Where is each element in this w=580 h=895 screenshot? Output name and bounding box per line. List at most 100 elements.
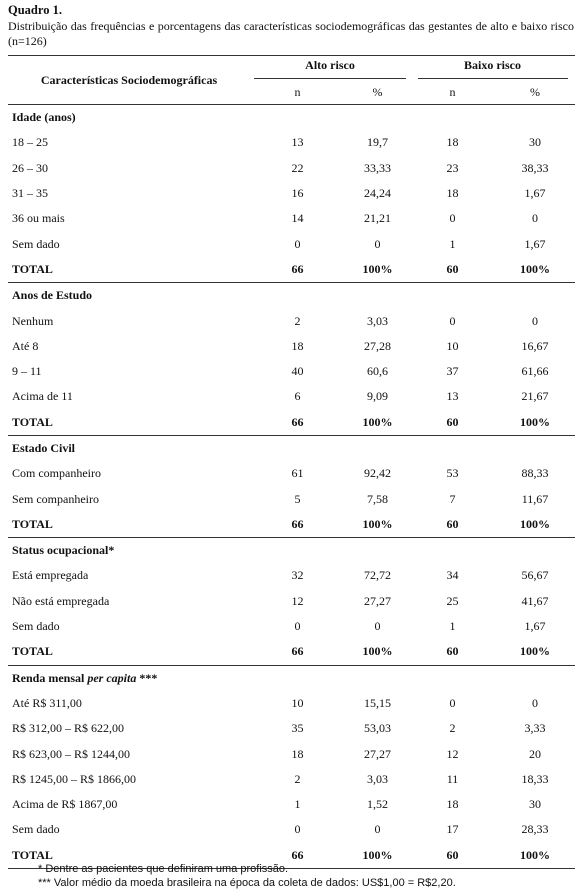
cell: 100%	[345, 409, 410, 436]
header-row: Características Sociodemográficas Alto ri…	[8, 55, 575, 105]
data-row: 36 ou mais 14 21,21 0 0	[8, 206, 575, 231]
row-label: Sem dado	[12, 619, 60, 634]
cell: 19,7	[367, 135, 388, 150]
cell: 0	[294, 822, 301, 837]
cell: 1,67	[524, 236, 546, 251]
cell: 72,72	[364, 568, 391, 583]
group-header: Baixo risco	[410, 55, 575, 80]
data-row: Sem dado 0 0 1 1,67	[8, 614, 575, 639]
cell: 21,67	[521, 389, 549, 404]
cell: 92,42	[364, 466, 391, 481]
cell: 88,33	[521, 466, 549, 481]
section-row: Renda mensal per capita ***	[8, 665, 575, 691]
cell: 27,28	[364, 338, 391, 353]
subheader: n	[410, 80, 495, 105]
cell: 0	[294, 619, 301, 634]
cell: 1	[449, 236, 456, 251]
cell: 66	[250, 256, 345, 284]
data-row: Está empregada 32 72,72 34 56,67	[8, 563, 575, 588]
cell: 2	[294, 313, 301, 328]
cell: 17	[446, 822, 459, 837]
cell: 27,27	[364, 593, 391, 608]
cell: 100%	[495, 842, 575, 869]
data-row: Nenhum 2 3,03 0 0	[8, 308, 575, 333]
row-label: R$ 1245,00 – R$ 1866,00	[12, 771, 137, 786]
cell: 9,09	[367, 389, 388, 404]
cell: 60	[410, 256, 495, 284]
cell: 56,67	[521, 568, 549, 583]
cell: 100%	[495, 639, 575, 666]
cell: 34	[446, 568, 459, 583]
data-row: TOTAL 66 100% 60 100%	[8, 511, 575, 539]
cell: 7	[449, 491, 456, 506]
cell: 60,6	[367, 364, 388, 379]
row-label: 31 – 35	[12, 186, 48, 201]
cell: 66	[250, 409, 345, 436]
row-label: TOTAL	[8, 409, 250, 436]
data-row: R$ 1245,00 – R$ 1866,00 2 3,03 11 18,33	[8, 767, 575, 792]
row-label: Está empregada	[12, 568, 89, 583]
cell: 0	[374, 619, 381, 634]
row-label: R$ 623,00 – R$ 1244,00	[12, 746, 131, 761]
section-title-text: Estado Civil	[12, 441, 76, 455]
cell: 100%	[495, 511, 575, 539]
footnote: * Dentre as pacientes que definiram uma …	[38, 863, 289, 875]
cell: 12	[446, 746, 459, 761]
data-row: Acima de 11 6 9,09 13 21,67	[8, 384, 575, 409]
footnotes: * Dentre as pacientes que definiram uma …	[38, 862, 456, 890]
section-title: Idade (anos)	[8, 105, 575, 131]
row-label: Não está empregada	[12, 593, 110, 608]
cell: 12	[291, 593, 304, 608]
cell: 5	[294, 491, 301, 506]
footnote: *** Valor médio da moeda brasileira na é…	[38, 877, 456, 889]
group-header: Alto risco	[250, 55, 410, 80]
data-row: TOTAL 66 100% 60 100%	[8, 842, 575, 869]
cell: 20	[529, 746, 541, 761]
cell: 23	[446, 160, 459, 175]
section-row: Idade (anos)	[8, 105, 575, 131]
section-title-text: Anos de Estudo	[12, 288, 93, 303]
cell: 27,27	[364, 746, 391, 761]
row-label: Sem dado	[12, 822, 60, 837]
cell: 10	[291, 695, 304, 710]
row-label: Acima de 11	[12, 389, 73, 404]
section-title: Estado Civil	[8, 435, 575, 461]
cell: 1	[449, 619, 456, 634]
cell: 0	[532, 313, 538, 328]
cell: 32	[291, 568, 304, 583]
data-row: Não está empregada 12 27,27 25 41,67	[8, 589, 575, 614]
cell: 15,15	[364, 695, 391, 710]
cell: 16	[291, 186, 304, 201]
data-row: R$ 312,00 – R$ 622,00 35 53,03 2 3,33	[8, 716, 575, 741]
row-label: TOTAL	[8, 842, 250, 869]
cell: 18	[446, 186, 459, 201]
cell: 66	[250, 842, 345, 869]
cell: 53	[446, 466, 459, 481]
cell: 100%	[345, 511, 410, 539]
row-label: R$ 312,00 – R$ 622,00	[12, 721, 125, 736]
cell: 61	[291, 466, 304, 481]
cell: 25	[446, 593, 459, 608]
row-label: Até 8	[12, 338, 39, 353]
cell: 35	[291, 721, 304, 736]
cell: 37	[446, 364, 459, 379]
cell: 28,33	[521, 822, 549, 837]
row-label: 26 – 30	[12, 160, 48, 175]
subheader: n	[250, 80, 345, 105]
row-label: TOTAL	[8, 256, 250, 284]
data-row: Até 8 18 27,28 10 16,67	[8, 334, 575, 359]
section-title-text: Renda mensal	[12, 670, 85, 685]
header-label: Características Sociodemográficas	[8, 55, 250, 105]
section-row: Estado Civil	[8, 435, 575, 461]
cell: 3,03	[367, 771, 388, 786]
subheader: %	[495, 80, 575, 105]
cell: 60	[410, 511, 495, 539]
cell: 0	[449, 313, 456, 328]
row-label: TOTAL	[8, 511, 250, 539]
row-label: Com companheiro	[12, 466, 101, 481]
cell: 7,58	[367, 491, 388, 506]
cell: 0	[374, 236, 381, 251]
cell: 10	[446, 338, 459, 353]
cell: 1,67	[524, 619, 546, 634]
data-row: 31 – 35 16 24,24 18 1,67	[8, 181, 575, 206]
